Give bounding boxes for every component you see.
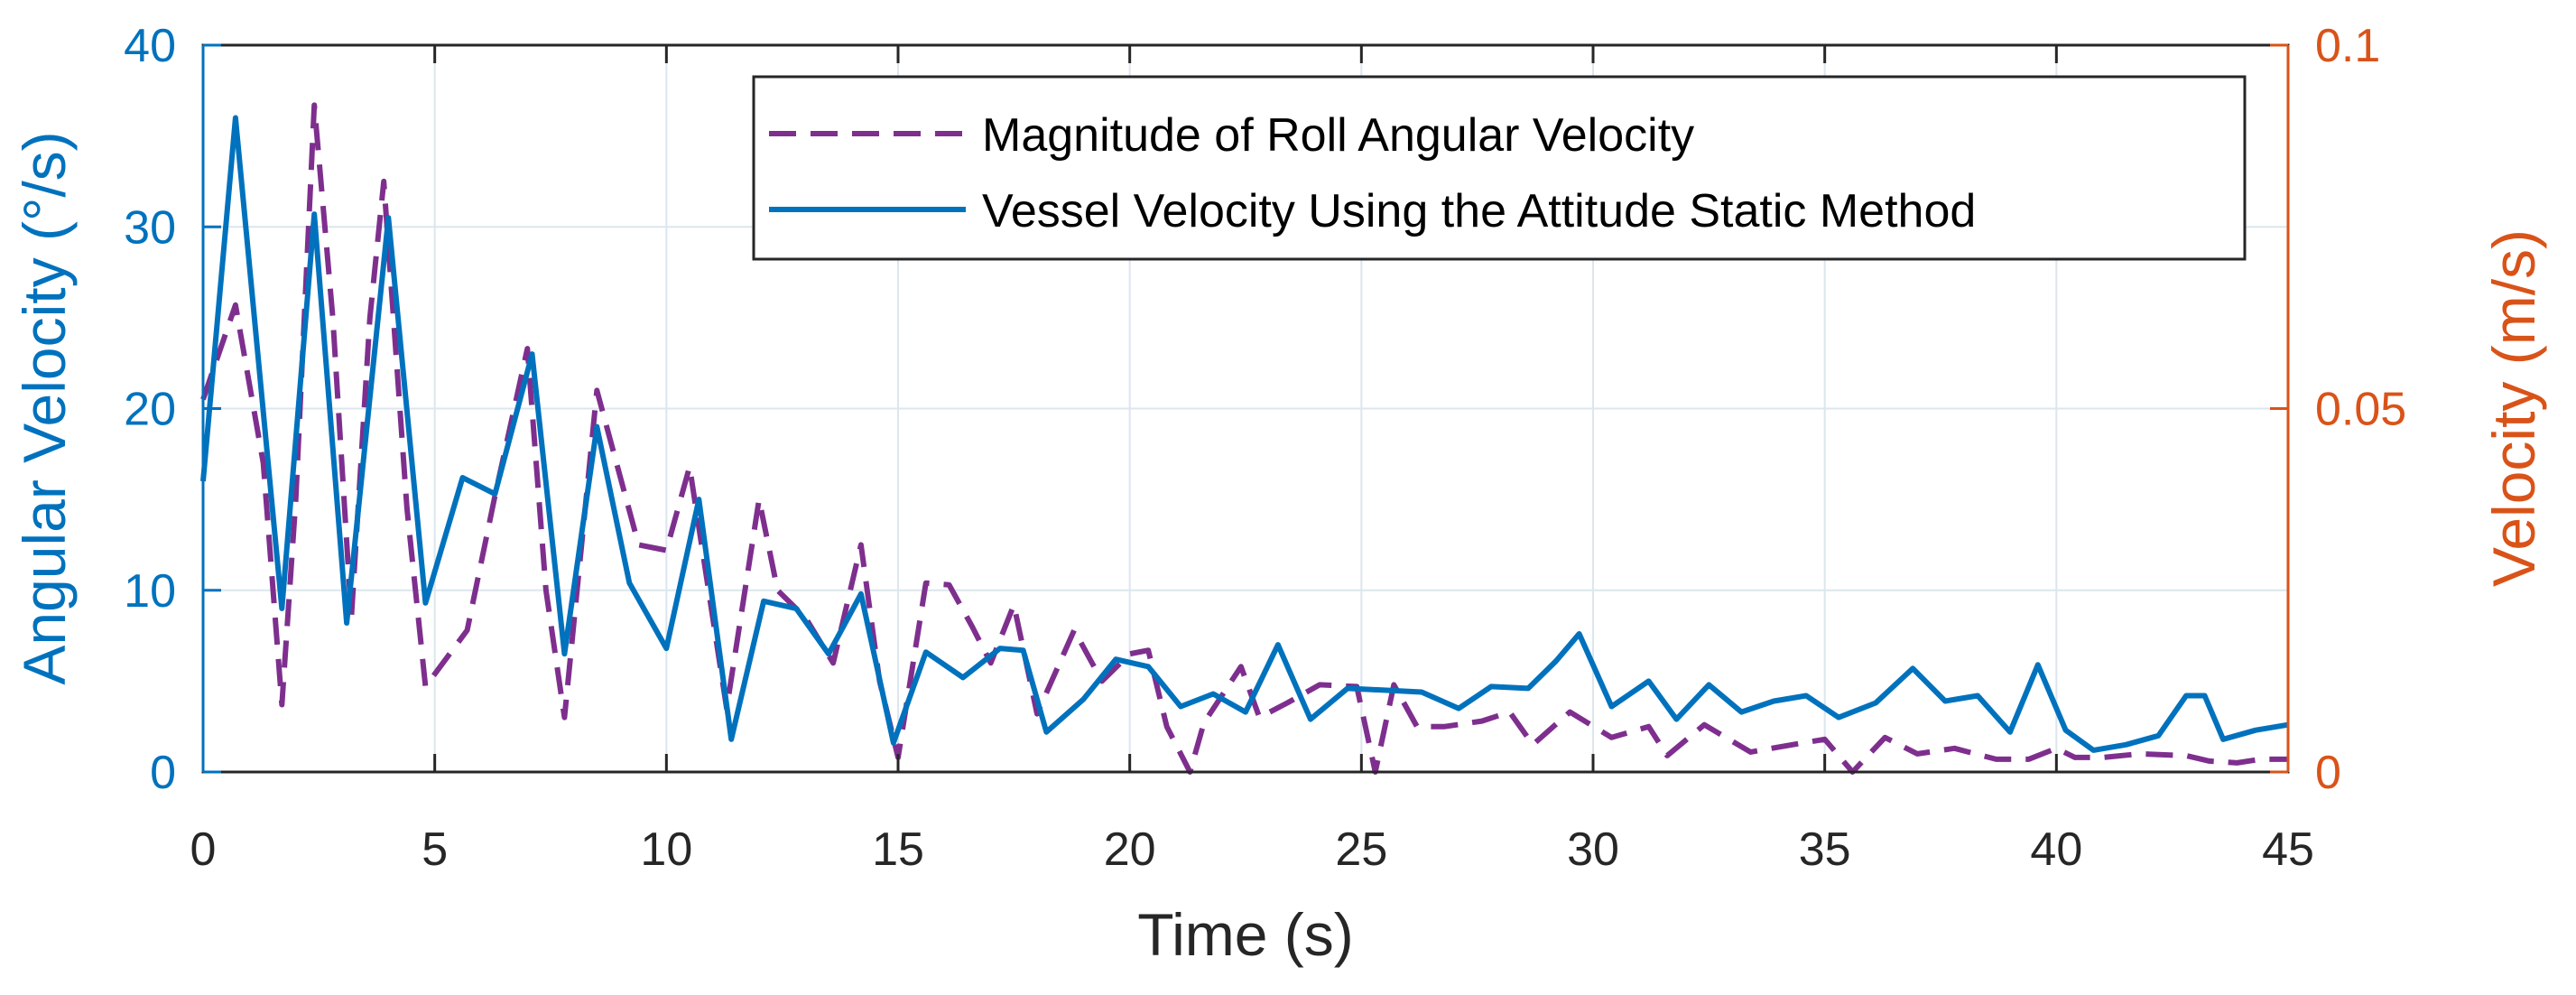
y-right-tick-label: 0.05 <box>2315 384 2406 436</box>
legend-label-vessel: Vessel Velocity Using the Attitude Stati… <box>982 185 1976 237</box>
x-tick-label: 10 <box>640 823 692 876</box>
y-left-tick-label: 20 <box>124 384 176 436</box>
x-tick-label: 20 <box>1104 823 1156 876</box>
x-tick-label: 30 <box>1567 823 1619 876</box>
x-tick-label: 25 <box>1335 823 1387 876</box>
y-left-tick-label: 30 <box>124 201 176 254</box>
legend-label-roll: Magnitude of Roll Angular Velocity <box>982 109 1694 162</box>
series-line-roll-angular-velocity <box>200 102 2288 775</box>
y-left-tick-label: 10 <box>124 565 176 618</box>
x-tick-label: 5 <box>422 823 448 876</box>
legend-box <box>752 75 2247 261</box>
x-tick-label: 45 <box>2262 823 2314 876</box>
legend: Magnitude of Roll Angular Velocity Vesse… <box>752 75 2247 261</box>
y-left-tick-label: 0 <box>150 747 176 799</box>
y-right-tick-label: 0.1 <box>2315 20 2380 72</box>
y-axis-right-label: Velocity (m/s) <box>2480 229 2547 587</box>
series-line-vessel-velocity <box>200 115 2289 753</box>
x-tick-label: 0 <box>190 823 217 876</box>
x-tick-label: 15 <box>872 823 924 876</box>
y-left-tick-label: 40 <box>124 20 176 72</box>
y-axis-left-label: Angular Velocity (°/s) <box>11 131 78 684</box>
x-axis-label: Time (s) <box>1137 901 1354 968</box>
x-tick-label: 40 <box>2030 823 2082 876</box>
x-tick-label: 35 <box>1799 823 1851 876</box>
y-right-tick-label: 0 <box>2315 747 2341 799</box>
series-group <box>200 102 2289 775</box>
